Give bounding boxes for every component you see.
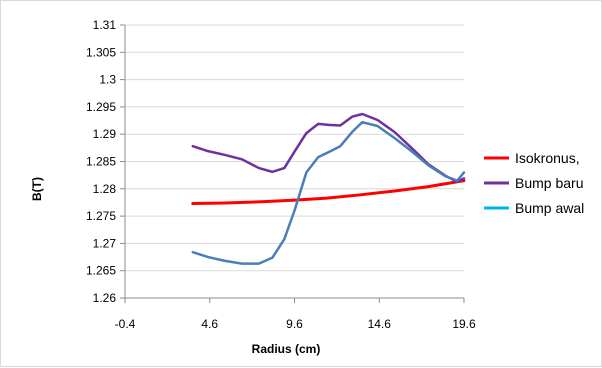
tick-labels: 1.261.2651.271.2751.281.2851.291.2951.31… [86, 18, 476, 331]
y-tick-label: 1.305 [86, 45, 116, 59]
series-line-1 [191, 179, 466, 206]
y-axis-title: B(T) [30, 177, 44, 201]
x-tick-label: 9.6 [286, 317, 303, 331]
x-axis-title: Radius (cm) [252, 342, 321, 356]
legend-label: Bump baru [515, 175, 583, 191]
x-tick-label: 4.6 [201, 317, 218, 331]
series-lines [191, 112, 466, 265]
legend-label: Bump awal [515, 200, 584, 216]
y-tick-label: 1.275 [86, 209, 116, 223]
y-tick-label: 1.31 [93, 18, 117, 32]
gridlines [125, 24, 464, 299]
x-tick-label: -0.4 [115, 317, 136, 331]
y-tick-label: 1.3 [99, 73, 116, 87]
y-tick-label: 1.29 [93, 127, 117, 141]
legend: Isokronus, Bump baru Bump awal [484, 150, 584, 216]
y-tick-label: 1.265 [86, 264, 116, 278]
y-tick-label: 1.295 [86, 100, 116, 114]
series-line-2 [191, 112, 466, 183]
axes [120, 24, 465, 303]
series-line-3 [191, 120, 466, 265]
y-tick-label: 1.28 [93, 182, 117, 196]
x-tick-label: 14.6 [368, 317, 392, 331]
y-tick-label: 1.26 [93, 291, 117, 305]
y-tick-label: 1.285 [86, 155, 116, 169]
y-tick-label: 1.27 [93, 236, 117, 250]
legend-label: Isokronus, [515, 150, 580, 166]
x-tick-label: 19.6 [452, 317, 476, 331]
